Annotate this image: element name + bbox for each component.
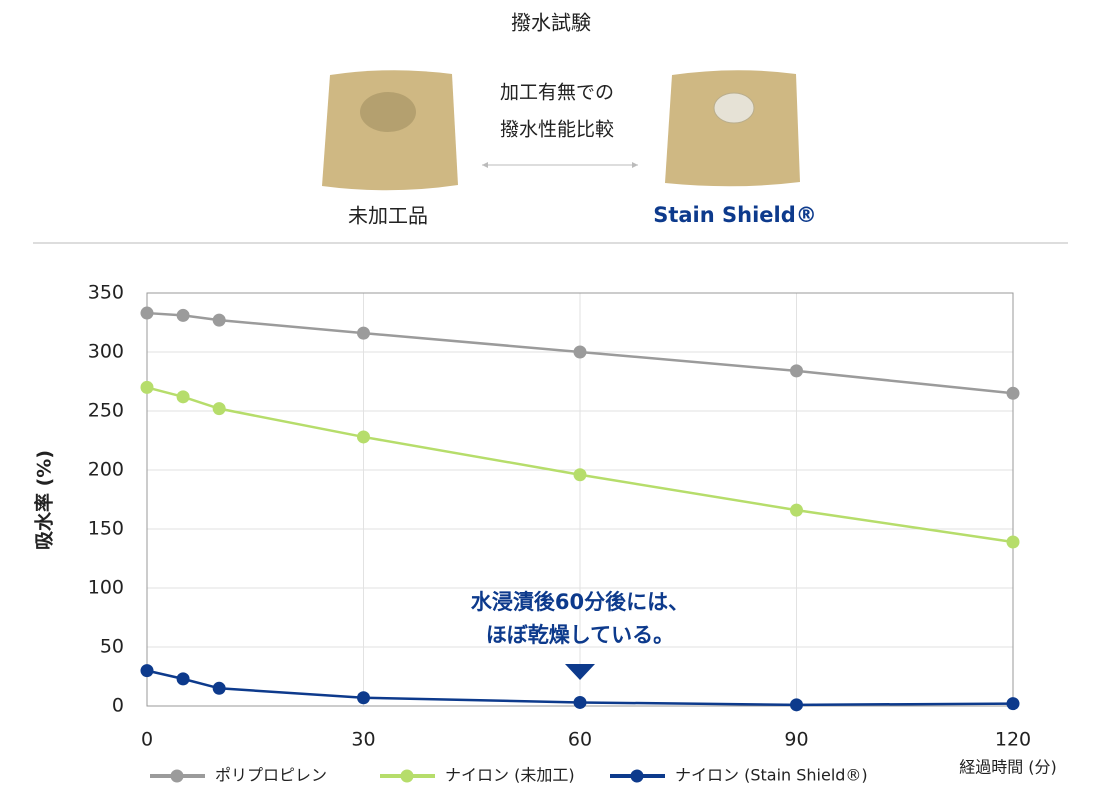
- data-point: [140, 306, 154, 320]
- legend-marker: [630, 769, 644, 783]
- data-point: [140, 380, 154, 394]
- stain: [360, 92, 416, 132]
- header-title: 撥水試験: [511, 11, 591, 35]
- chart: 0 50 100 150 200 250 300 350 0 30 60 90 120 吸水率 (%) 経過…: [33, 282, 1057, 785]
- annotation-arrow: [565, 664, 595, 680]
- data-point: [573, 695, 587, 709]
- data-point: [357, 430, 370, 444]
- data-point: [357, 691, 370, 705]
- center-text: 加工有無での: [500, 82, 614, 104]
- legend-label: ポリプロピレン: [215, 766, 327, 785]
- data-point: [573, 345, 587, 359]
- data-point: [140, 664, 154, 678]
- y-tick-label: 0: [112, 695, 124, 717]
- y-tick-label: 250: [88, 400, 124, 422]
- y-tick-label: 150: [88, 518, 124, 540]
- data-point: [790, 503, 803, 517]
- fabric: [665, 70, 800, 187]
- data-point: [212, 313, 226, 327]
- x-tick-label: 90: [784, 729, 808, 751]
- data-point: [176, 308, 190, 322]
- y-tick-label: 100: [88, 577, 124, 599]
- data-point: [212, 681, 226, 695]
- data-point: [1006, 386, 1020, 400]
- data-point: [1006, 697, 1020, 711]
- y-tick-label: 200: [88, 459, 124, 481]
- water-bead: [713, 92, 755, 124]
- legend-label: ナイロン (Stain Shield®): [675, 766, 868, 785]
- center-text: 撥水性能比較: [500, 119, 614, 141]
- legend-marker: [400, 769, 414, 783]
- x-tick-label: 60: [568, 729, 592, 751]
- y-tick-label: 300: [88, 341, 124, 363]
- swatch-untreated: [322, 70, 458, 191]
- data-point: [1006, 535, 1020, 549]
- x-axis-label: 経過時間 (分): [959, 758, 1057, 777]
- right-label: Stain Shield®: [653, 203, 817, 227]
- legend-marker: [170, 769, 184, 783]
- y-tick-label: 50: [100, 636, 124, 658]
- left-label: 未加工品: [348, 204, 428, 228]
- y-tick-label: 350: [88, 282, 124, 304]
- x-tick-label: 120: [995, 729, 1031, 751]
- annotation: 水浸漬後60分後には、: [471, 590, 689, 614]
- x-tick-label: 0: [141, 729, 153, 751]
- data-point: [176, 390, 190, 404]
- legend-label: ナイロン (未加工): [445, 766, 575, 785]
- data-point: [573, 468, 587, 482]
- annotation: ほぼ乾燥している。: [486, 623, 674, 647]
- data-point: [357, 326, 370, 340]
- data-point: [790, 698, 803, 712]
- data-point: [176, 672, 190, 686]
- y-axis-label: 吸水率 (%): [33, 450, 56, 550]
- data-point: [212, 402, 226, 416]
- x-tick-label: 30: [351, 729, 375, 751]
- data-point: [790, 364, 803, 378]
- swatch-treated: [665, 70, 800, 187]
